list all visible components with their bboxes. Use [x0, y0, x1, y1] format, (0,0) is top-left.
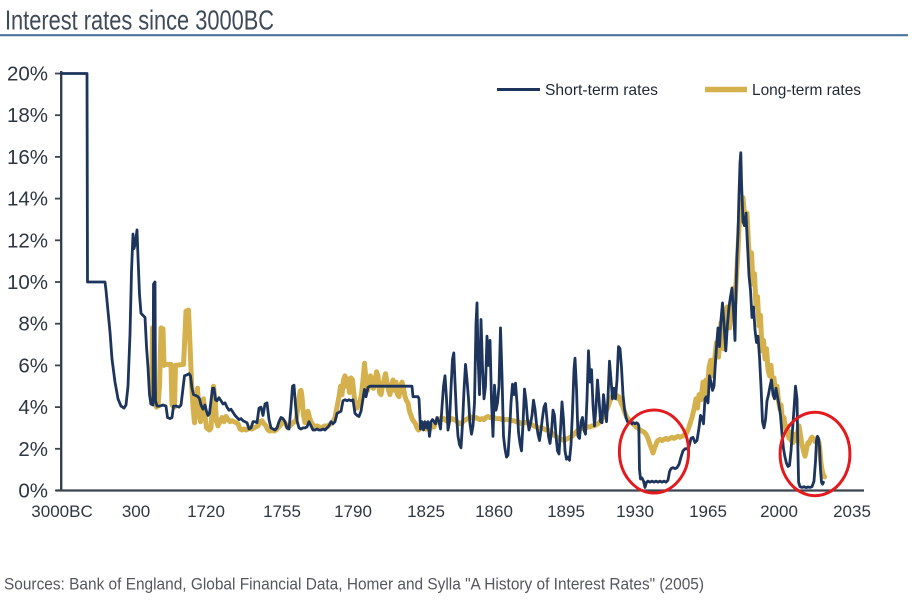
svg-text:3000BC: 3000BC — [31, 502, 92, 521]
svg-text:2000: 2000 — [760, 502, 798, 521]
svg-text:1965: 1965 — [689, 502, 727, 521]
svg-text:14%: 14% — [7, 188, 48, 211]
svg-text:1755: 1755 — [263, 502, 301, 521]
svg-text:8%: 8% — [18, 313, 48, 336]
svg-text:4%: 4% — [18, 396, 48, 419]
svg-text:2%: 2% — [18, 438, 48, 461]
svg-text:300: 300 — [122, 502, 150, 521]
svg-text:1895: 1895 — [547, 502, 585, 521]
svg-text:Interest rates since 3000BC: Interest rates since 3000BC — [5, 5, 274, 36]
svg-text:20%: 20% — [7, 63, 48, 86]
svg-text:Long-term rates: Long-term rates — [752, 82, 861, 99]
svg-text:12%: 12% — [7, 229, 48, 252]
svg-text:1720: 1720 — [187, 502, 225, 521]
svg-text:0%: 0% — [18, 480, 48, 503]
svg-text:Short-term rates: Short-term rates — [545, 82, 658, 99]
svg-text:16%: 16% — [7, 146, 48, 169]
svg-text:1790: 1790 — [334, 502, 372, 521]
svg-text:6%: 6% — [18, 354, 48, 377]
svg-text:10%: 10% — [7, 271, 48, 294]
svg-text:18%: 18% — [7, 104, 48, 127]
svg-text:2035: 2035 — [833, 502, 871, 521]
svg-text:Sources: Bank of England, Glob: Sources: Bank of England, Global Financi… — [4, 575, 704, 594]
svg-text:1825: 1825 — [407, 502, 445, 521]
svg-text:1930: 1930 — [616, 502, 654, 521]
svg-text:1860: 1860 — [475, 502, 513, 521]
